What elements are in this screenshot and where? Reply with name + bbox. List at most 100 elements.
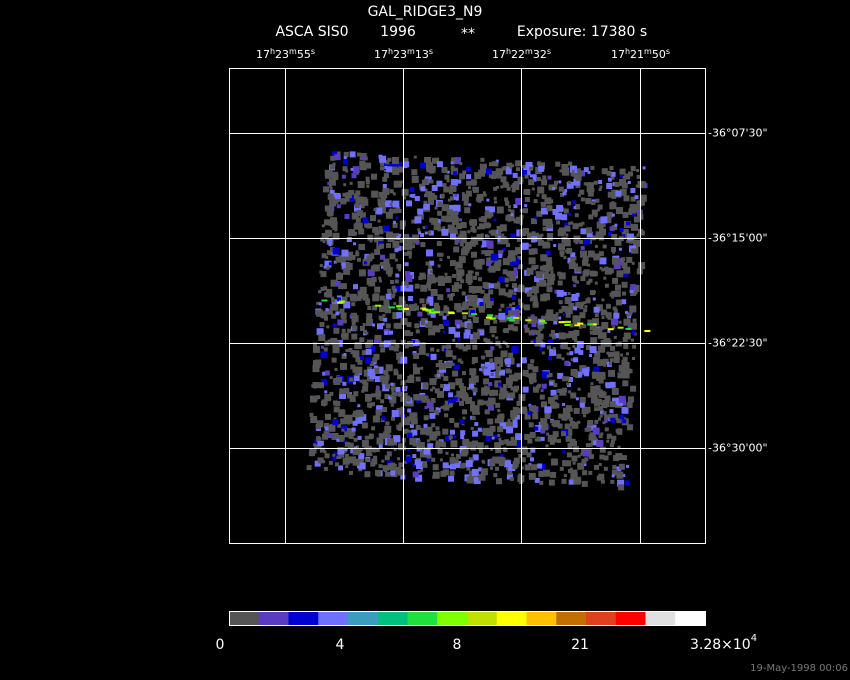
image-pixel: [461, 193, 469, 201]
image-pixel: [320, 271, 327, 278]
image-pixel: [450, 165, 455, 170]
image-pixel: [554, 333, 559, 338]
image-pixel: [355, 366, 363, 374]
image-pixel: [627, 181, 631, 184]
ra-unit: s: [429, 47, 433, 56]
image-pixel: [486, 234, 490, 238]
image-pixel: [599, 414, 603, 418]
image-pixel: [580, 228, 587, 235]
image-pixel: [480, 157, 485, 162]
image-pixel: [451, 217, 459, 225]
image-pixel: [321, 253, 327, 259]
image-pixel: [406, 402, 411, 407]
image-pixel: [321, 345, 324, 349]
image-pixel: [564, 360, 570, 366]
image-pixel: [510, 272, 514, 276]
image-pixel: [386, 243, 391, 249]
image-pixel: [378, 437, 382, 441]
image-pixel: [334, 367, 338, 371]
image-pixel: [371, 393, 376, 398]
image-pixel: [388, 209, 394, 215]
image-pixel: [457, 283, 462, 289]
image-pixel: [423, 423, 428, 428]
image-pixel: [345, 154, 349, 158]
image-pixel: [570, 252, 576, 258]
image-pixel: [584, 305, 588, 309]
image-pixel: [530, 340, 534, 344]
image-pixel: [574, 474, 578, 478]
image-pixel: [512, 326, 518, 332]
image-pixel: [606, 433, 612, 439]
image-pixel: [423, 447, 431, 455]
image-pixel: [406, 200, 412, 207]
image-pixel: [507, 469, 513, 475]
image-pixel: [341, 198, 347, 204]
image-pixel: [352, 325, 358, 331]
image-pixel: [562, 403, 566, 406]
image-pixel: [360, 196, 366, 202]
image-pixel: [466, 387, 470, 390]
image-pixel: [462, 315, 467, 320]
image-pixel: [505, 214, 509, 218]
image-pixel: [516, 305, 522, 311]
image-pixel: [509, 476, 514, 481]
image-pixel: [395, 216, 399, 220]
image-pixel: [447, 465, 451, 469]
image-pixel: [573, 235, 581, 243]
image-pixel: [618, 484, 625, 491]
image-pixel: [396, 265, 400, 269]
image-pixel: [442, 183, 447, 188]
image-pixel: [460, 279, 465, 284]
image-pixel: [529, 174, 533, 178]
image-pixel: [599, 326, 604, 331]
image-pixel: [480, 233, 484, 237]
ra-unit: h: [270, 47, 275, 56]
image-pixel: [361, 156, 366, 161]
image-pixel: [468, 383, 474, 389]
image-pixel: [460, 435, 465, 439]
image-pixel: [417, 442, 425, 449]
image-pixel: [323, 450, 327, 454]
image-pixel: [432, 464, 439, 471]
image-pixel: [610, 345, 615, 351]
image-pixel: [356, 296, 362, 301]
image-pixel: [636, 209, 643, 216]
image-pixel: [327, 193, 334, 200]
ra-value: 17: [256, 48, 270, 61]
colorbar-segment: [556, 611, 587, 625]
image-pixel: [626, 352, 629, 356]
image-pixel: [422, 308, 429, 311]
image-pixel: [386, 166, 393, 173]
image-pixel: [404, 419, 411, 426]
image-pixel: [617, 342, 622, 347]
image-pixel: [553, 394, 559, 400]
image-pixel: [537, 239, 544, 246]
image-pixel: [568, 390, 572, 394]
image-pixel: [585, 298, 591, 304]
image-pixel: [476, 193, 484, 201]
image-pixel: [552, 347, 556, 351]
image-pixel: [438, 360, 443, 364]
image-pixel: [339, 409, 345, 415]
image-pixel: [382, 184, 387, 188]
image-pixel: [628, 209, 633, 214]
image-pixel: [337, 297, 341, 302]
image-pixel: [575, 174, 582, 181]
image-pixel: [540, 389, 544, 392]
image-pixel: [564, 225, 571, 232]
image-pixel: [561, 431, 566, 437]
image-pixel: [409, 332, 414, 336]
image-pixel: [544, 265, 548, 269]
image-pixel: [448, 312, 455, 315]
image-pixel: [374, 230, 380, 236]
image-pixel: [540, 315, 546, 321]
image-pixel: [613, 351, 620, 358]
image-pixel: [393, 220, 396, 224]
image-pixel: [434, 388, 440, 394]
image-pixel: [324, 390, 328, 394]
image-pixel: [373, 361, 377, 365]
image-pixel: [404, 330, 411, 337]
image-pixel: [512, 302, 516, 306]
image-pixel: [376, 405, 384, 413]
image-pixel: [562, 407, 570, 415]
